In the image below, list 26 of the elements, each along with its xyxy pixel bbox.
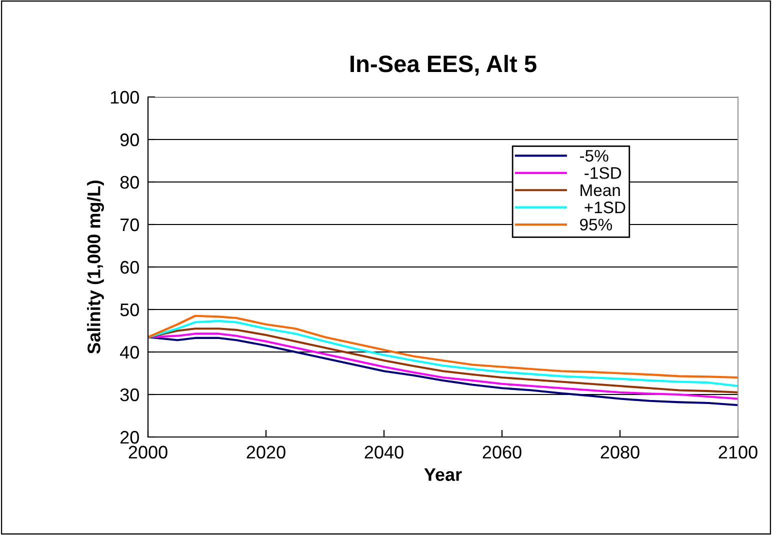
legend-label: +1SD [584, 202, 626, 214]
x-tick-label: 2020 [246, 446, 286, 459]
line-series [148, 314, 738, 379]
x-tick-label: 2040 [364, 446, 404, 459]
y-tick-label: 80 [120, 176, 139, 189]
legend-label: 95% [580, 218, 612, 231]
y-axis-title: Salinity (1,000 mg/L) [87, 180, 104, 354]
y-tick-label: 60 [120, 260, 139, 274]
y-tick-label: 90 [120, 133, 139, 146]
legend-label: -1SD [584, 167, 622, 179]
chart-title: In-Sea EES, Alt 5 [350, 54, 536, 76]
y-tick-label: 40 [120, 346, 139, 359]
x-tick-label: 2080 [600, 446, 640, 459]
legend-label: -5% [580, 150, 608, 162]
line-series [148, 320, 738, 388]
x-axis-title: Year [424, 468, 462, 481]
y-tick-label: 20 [120, 430, 139, 444]
y-tick-label: 30 [120, 388, 139, 402]
x-tick-label: 2100 [718, 446, 758, 459]
x-tick-label: 2000 [128, 446, 168, 459]
y-tick-label: 50 [120, 303, 139, 316]
y-tick-label: 100 [110, 90, 139, 104]
line-series [148, 328, 738, 394]
x-tick-label: 2060 [482, 446, 522, 459]
legend-label: Mean [580, 184, 620, 196]
y-tick-label: 70 [120, 218, 139, 232]
